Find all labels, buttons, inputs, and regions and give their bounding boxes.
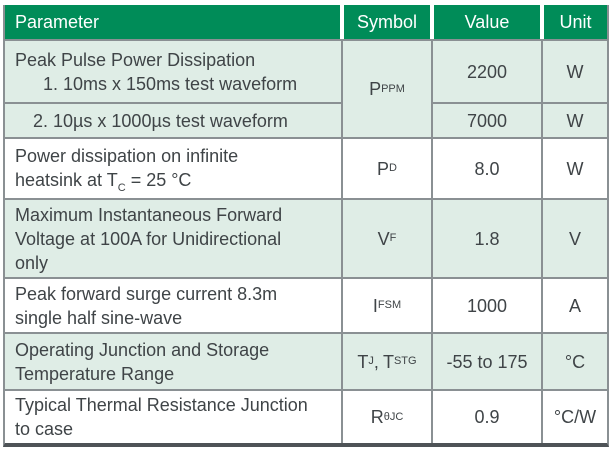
param-text: Temperature Range bbox=[15, 363, 175, 384]
symbol-subscript: PPM bbox=[381, 82, 405, 95]
spec-table: Parameter Symbol Value Unit Peak Pulse P… bbox=[3, 5, 609, 447]
symbol-base: R bbox=[370, 407, 384, 427]
param-text: Maximum Instantaneous Forward bbox=[15, 204, 283, 225]
unit-cell: W bbox=[543, 139, 607, 198]
param-text: Power dissipation on infinite bbox=[15, 145, 239, 166]
symbol-base: P bbox=[369, 79, 382, 99]
param-subscript: C bbox=[117, 181, 126, 194]
symbol-base: V bbox=[377, 228, 390, 249]
spec-table-header: Parameter Symbol Value Unit bbox=[5, 5, 607, 39]
param-text: Peak forward surge current 8.3m bbox=[15, 283, 278, 304]
header-cell-symbol: Symbol bbox=[343, 5, 431, 39]
symbol-cell-ifsm: I FSM bbox=[343, 279, 431, 332]
param-text: Peak Pulse Power Dissipation bbox=[15, 49, 256, 70]
symbol-cell-tj-tstg: T J, T STG bbox=[343, 334, 431, 389]
value-cell: 8.0 bbox=[433, 139, 541, 198]
unit-cell: A bbox=[543, 279, 607, 332]
spec-table-body: Peak Pulse Power Dissipation 1. 10ms x 1… bbox=[5, 39, 607, 443]
symbol-subscript: J bbox=[368, 355, 374, 367]
param-text: Typical Thermal Resistance Junction bbox=[15, 395, 308, 415]
param-cell-peak-pulse-power: Peak Pulse Power Dissipation 1. 10ms x 1… bbox=[5, 41, 341, 102]
param-text: Operating Junction and Storage bbox=[15, 339, 270, 360]
symbol-cell-pppm: P PPM bbox=[343, 41, 431, 137]
symbol-subscript: FSM bbox=[377, 299, 402, 311]
unit-cell: W bbox=[543, 41, 607, 102]
param-cell-forward-voltage: Maximum Instantaneous Forward Voltage at… bbox=[5, 200, 341, 277]
param-cell-surge-current: Peak forward surge current 8.3m single h… bbox=[5, 279, 341, 332]
param-text: 2. 10µs x 1000µs test waveform bbox=[33, 110, 288, 131]
param-text: only bbox=[15, 252, 49, 273]
param-text: to case bbox=[15, 419, 74, 439]
param-cell-power-dissipation: Power dissipation on infinite heatsink a… bbox=[5, 139, 341, 198]
unit-cell: V bbox=[543, 200, 607, 277]
header-cell-parameter: Parameter bbox=[5, 5, 341, 39]
param-cell-waveform-2: 2. 10µs x 1000µs test waveform bbox=[5, 104, 341, 137]
symbol-subscript: D bbox=[389, 162, 397, 174]
value-cell: 7000 bbox=[433, 104, 541, 137]
param-cell-temperature-range: Operating Junction and Storage Temperatu… bbox=[5, 334, 341, 389]
unit-cell: °C bbox=[543, 334, 607, 389]
param-text: heatsink at TC = 25 °C bbox=[15, 169, 192, 194]
value-cell: 0.9 bbox=[433, 391, 541, 443]
symbol-base: I bbox=[372, 295, 378, 316]
symbol-separator: , bbox=[373, 351, 379, 372]
symbol-base: T bbox=[382, 351, 394, 372]
param-cell-thermal-resistance: Typical Thermal Resistance Junction to c… bbox=[5, 391, 341, 443]
symbol-base: T bbox=[357, 351, 369, 372]
symbol-subscript: θJC bbox=[383, 410, 404, 423]
param-text: 1. 10ms x 150ms test waveform bbox=[43, 73, 298, 94]
symbol-subscript: STG bbox=[393, 355, 417, 367]
header-cell-unit: Unit bbox=[543, 5, 607, 39]
symbol-subscript: F bbox=[389, 232, 397, 244]
value-cell: -55 to 175 bbox=[433, 334, 541, 389]
value-cell: 2200 bbox=[433, 41, 541, 102]
param-text: Voltage at 100A for Unidirectional bbox=[15, 228, 282, 249]
unit-cell: °C/W bbox=[543, 391, 607, 443]
symbol-base: P bbox=[377, 158, 390, 179]
param-text: single half sine-wave bbox=[15, 307, 183, 328]
unit-cell: W bbox=[543, 104, 607, 137]
value-cell: 1000 bbox=[433, 279, 541, 332]
value-cell: 1.8 bbox=[433, 200, 541, 277]
header-cell-value: Value bbox=[433, 5, 541, 39]
